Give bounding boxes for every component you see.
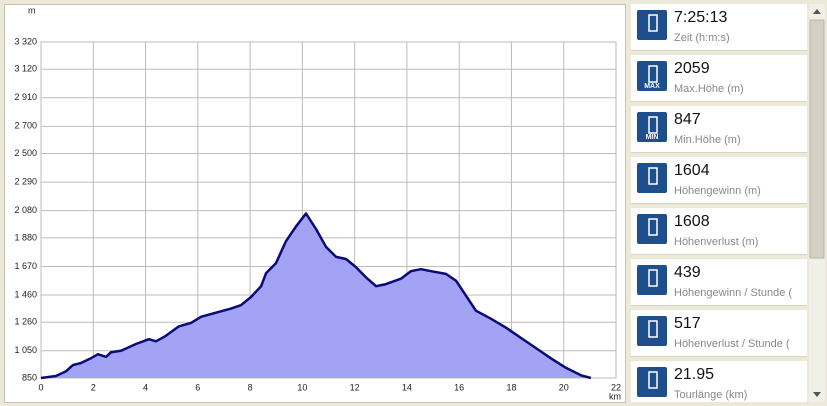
icon-bg [637,316,667,346]
x-tick-label: 6 [195,382,200,392]
x-tick-label: 12 [350,382,360,392]
icon-glyph [648,14,658,32]
stat-value: 847 [674,111,701,128]
icon-bg [637,61,667,91]
icon-glyph [648,269,658,287]
x-tick-label: 22 [611,382,621,392]
y-tick-label: 1 880 [14,232,37,242]
stat-label: Höhenverlust (m) [674,236,759,248]
stat-item: 21.95 Tourlänge (km) [631,361,807,402]
icon-bg [637,10,667,40]
stat-value: 21.95 [674,366,715,383]
x-tick-label: 18 [506,382,516,392]
y-tick-label: 2 500 [14,148,37,158]
icon-text: MIN [646,134,659,141]
scrollbar[interactable] [809,4,825,402]
y-tick-label: 1 260 [14,317,37,327]
icon-bg [637,265,667,295]
stat-item: 517 Höhenverlust / Stunde ( [631,310,807,357]
icon-bg [637,367,667,397]
y-tick-label: 3 120 [14,64,37,74]
profile-line [40,212,592,380]
stat-value: 2059 [674,60,710,77]
stat-item: 7:25:13 Zeit (h:m:s) [631,4,807,51]
icon-text: MAX [644,83,660,90]
area-fill [41,213,591,378]
stat-value: 439 [674,264,701,281]
y-tick-label: 3 320 [14,36,37,46]
y-unit: m [28,5,36,15]
x-tick-label: 10 [297,382,307,392]
icon-glyph [648,116,658,134]
stats-panel: 7:25:13 Zeit (h:m:s) MAX 2059 Max.Höhe (m) MI… [631,4,807,402]
stat-item: 439 Höhengewinn / Stunde ( [631,259,807,306]
stat-icon: MAX [637,61,667,91]
y-tick-label: 2 080 [14,205,37,215]
y-tick-label: 2 700 [14,121,37,131]
y-tick-label: 850 [22,372,37,382]
stat-label: Höhenverlust / Stunde ( [674,338,790,350]
stat-icon [637,163,667,193]
stat-label: Höhengewinn / Stunde ( [674,287,793,299]
stat-item: 1604 Höhengewinn (m) [631,157,807,204]
x-tick-label: 20 [559,382,569,392]
y-tick-label: 2 910 [14,92,37,102]
icon-bg [637,112,667,142]
stat-value: 1604 [674,162,710,179]
y-tick-label: 1 050 [14,345,37,355]
icon-glyph [648,167,658,185]
icon-bg [637,163,667,193]
stat-icon [637,265,667,295]
stat-label: Min.Höhe (m) [674,134,741,146]
stat-item: 1608 Höhenverlust (m) [631,208,807,255]
stat-icon [637,316,667,346]
stat-label: Tourlänge (km) [674,389,748,401]
stat-icon [637,214,667,244]
stat-icon: MIN [637,112,667,142]
stat-item: MAX 2059 Max.Höhe (m) [631,55,807,102]
x-unit: km [609,391,621,401]
icon-glyph [648,320,658,338]
x-tick-label: 0 [38,382,43,392]
icon-glyph [648,371,658,389]
stat-value: 1608 [674,213,710,230]
stat-item: MIN 847 Min.Höhe (m) [631,106,807,153]
stat-icon [637,10,667,40]
x-tick-label: 16 [454,382,464,392]
stat-value: 7:25:13 [674,9,728,26]
stat-icon [637,367,667,397]
y-tick-label: 1 460 [14,289,37,299]
y-tick-label: 2 290 [14,176,37,186]
x-tick-label: 8 [248,382,253,392]
stat-label: Höhengewinn (m) [674,185,761,197]
x-tick-label: 14 [402,382,412,392]
icon-glyph [648,218,658,236]
stat-value: 517 [674,315,701,332]
chart: m km 850 1 050 1 260 1 460 1 670 1 880 2 080 2 … [4,4,626,403]
icon-bg [637,214,667,244]
icon-glyph [648,65,658,83]
stat-label: Max.Höhe (m) [674,83,744,95]
x-tick-label: 2 [91,382,96,392]
y-tick-label: 1 670 [14,261,37,271]
x-tick-label: 4 [143,382,148,392]
stat-label: Zeit (h:m:s) [674,32,730,44]
